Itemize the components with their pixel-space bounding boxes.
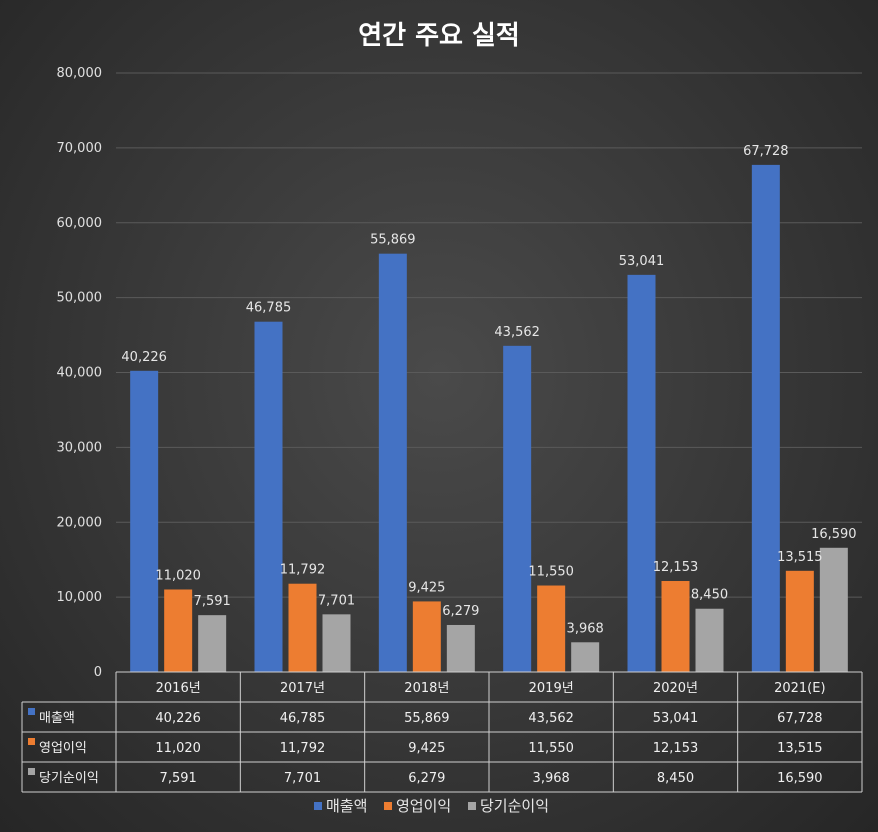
- bar-영업이익-2016년: [164, 589, 193, 672]
- y-tick-label: 10,000: [57, 590, 103, 605]
- table-cell: 11,792: [280, 741, 326, 756]
- data-label: 7,591: [194, 594, 231, 609]
- x-tick-label: 2016년: [156, 681, 201, 696]
- data-label: 11,020: [155, 568, 201, 583]
- data-label: 3,968: [567, 621, 604, 636]
- data-label: 12,153: [653, 560, 699, 575]
- data-label: 55,869: [370, 233, 416, 248]
- bar-영업이익-2021(E): [785, 570, 814, 672]
- table-cell: 40,226: [155, 711, 201, 726]
- legend-key: [384, 802, 392, 810]
- bar-당기순이익-2016년: [198, 615, 227, 672]
- y-tick-label: 50,000: [57, 291, 103, 306]
- data-label: 9,425: [408, 580, 445, 595]
- data-table: 2016년 2017년 2018년 2019년 2020년 2021(E) 매출액 40,22…: [21, 671, 863, 793]
- table-cell: 55,869: [404, 711, 450, 726]
- table-cell: 43,562: [528, 711, 574, 726]
- bar-매출액-2021(E): [751, 164, 780, 672]
- table-cell: 7,591: [160, 771, 197, 786]
- data-label: 53,041: [619, 254, 665, 269]
- x-tick-label: 2020년: [653, 681, 698, 696]
- table-cell: 67,728: [777, 711, 823, 726]
- table-series-key: [28, 738, 35, 745]
- table-cell: 11,550: [528, 741, 574, 756]
- table-cell: 6,279: [408, 771, 445, 786]
- y-tick-label: 70,000: [57, 141, 103, 156]
- bar-당기순이익-2020년: [695, 608, 724, 672]
- x-tick-label: 2021(E): [774, 681, 825, 696]
- bar-매출액-2017년: [254, 321, 283, 672]
- table-cell: 53,041: [653, 711, 699, 726]
- table-cell: 3,968: [533, 771, 570, 786]
- bar-매출액-2019년: [503, 345, 532, 672]
- table-cell: 13,515: [777, 741, 823, 756]
- legend: 매출액 영업이익 당기순이익: [314, 797, 549, 815]
- bar-당기순이익-2019년: [571, 642, 600, 672]
- legend-entry: 당기순이익: [480, 797, 549, 815]
- data-label: 16,590: [811, 527, 857, 542]
- bar-당기순이익-2018년: [446, 624, 475, 672]
- table-cell: 7,701: [284, 771, 321, 786]
- bar-당기순이익-2017년: [322, 614, 351, 672]
- data-labels: 40,226 46,785 55,869 43,562 53,041 67,728 11,0…: [121, 144, 856, 636]
- table-series-name: 매출액: [39, 711, 75, 726]
- table-cell: 46,785: [280, 711, 326, 726]
- table-series-key: [28, 768, 35, 775]
- data-label: 11,792: [280, 563, 326, 578]
- table-cell: 8,450: [657, 771, 694, 786]
- legend-entry: 매출액: [326, 797, 367, 815]
- table-cell: 16,590: [777, 771, 823, 786]
- data-label: 7,701: [318, 593, 355, 608]
- bar-매출액-2016년: [130, 370, 159, 672]
- bar-영업이익-2020년: [661, 581, 690, 672]
- data-label: 46,785: [246, 301, 292, 316]
- x-tick-label: 2017년: [280, 681, 325, 696]
- bar-영업이익-2017년: [288, 583, 317, 672]
- y-tick-label: 60,000: [57, 216, 103, 231]
- data-label: 67,728: [743, 144, 789, 159]
- table-cell: 11,020: [155, 741, 201, 756]
- data-label: 11,550: [528, 565, 574, 580]
- bars: [130, 164, 848, 673]
- y-axis-ticks: 0 10,000 20,000 30,000 40,000 50,000 60,000 70,…: [57, 66, 103, 680]
- y-tick-label: 30,000: [57, 440, 103, 455]
- legend-key: [314, 802, 322, 810]
- table-cell: 12,153: [653, 741, 699, 756]
- x-tick-label: 2018년: [404, 681, 449, 696]
- y-tick-label: 40,000: [57, 366, 103, 381]
- y-tick-label: 20,000: [57, 515, 103, 530]
- bar-당기순이익-2021(E): [819, 547, 848, 672]
- legend-entry: 영업이익: [396, 797, 451, 815]
- x-tick-label: 2019년: [529, 681, 574, 696]
- bar-매출액-2020년: [627, 274, 656, 672]
- gridlines: [116, 72, 862, 598]
- legend-key: [468, 802, 476, 810]
- data-label: 40,226: [121, 350, 167, 365]
- data-label: 13,515: [777, 550, 823, 565]
- y-tick-label: 80,000: [57, 66, 103, 81]
- y-tick-label: 0: [94, 665, 102, 680]
- table-series-name: 당기순이익: [39, 771, 99, 786]
- table-cell: 9,425: [408, 741, 445, 756]
- bar-영업이익-2019년: [537, 585, 566, 672]
- table-series-key: [28, 708, 35, 715]
- data-label: 6,279: [442, 604, 479, 619]
- data-label: 8,450: [691, 588, 728, 603]
- data-label: 43,562: [494, 325, 540, 340]
- chart-title: 연간 주요 실적: [358, 21, 520, 51]
- bar-영업이익-2018년: [412, 601, 441, 672]
- bar-매출액-2018년: [378, 253, 407, 673]
- table-series-name: 영업이익: [39, 741, 87, 756]
